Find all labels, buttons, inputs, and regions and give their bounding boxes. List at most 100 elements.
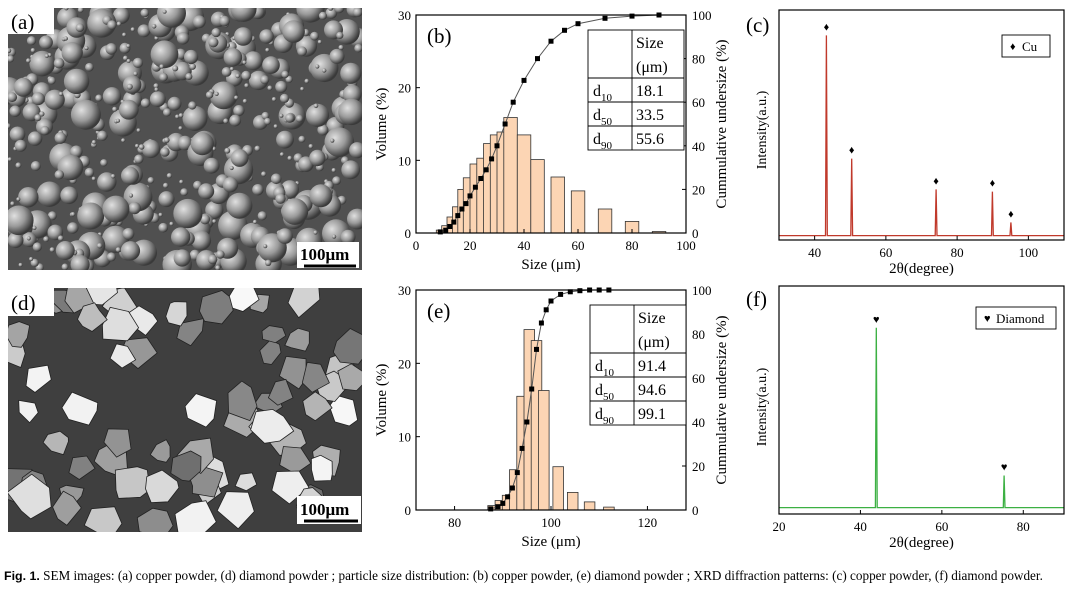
peak-marker: ♥: [1001, 461, 1008, 473]
table-row-value: 94.6: [638, 382, 666, 399]
legend-label: Diamond: [996, 311, 1045, 326]
cumulative-point: [495, 504, 501, 510]
peak-marker: ♦: [1008, 208, 1014, 220]
cumulative-point: [521, 77, 527, 83]
cumulative-point: [602, 15, 608, 21]
cumulative-point: [510, 99, 516, 105]
cumulative-point: [463, 201, 469, 207]
table-row-value: 99.1: [638, 406, 666, 423]
figure-number: Fig. 1.: [4, 569, 40, 583]
histogram-bar: [566, 491, 579, 511]
cumulative-point: [567, 289, 573, 295]
y2-tick-label: 60: [692, 371, 705, 386]
y-tick-label: 0: [405, 503, 412, 518]
cumulative-point: [524, 419, 530, 425]
table-header: Size: [636, 35, 664, 52]
x-axis-label: Size (μm): [521, 534, 580, 550]
table-row-value: 33.5: [636, 107, 664, 124]
cumulative-point: [472, 184, 478, 190]
histogram-bar: [503, 117, 518, 234]
y2-tick-label: 60: [692, 95, 705, 110]
table-row-value: 91.4: [638, 358, 666, 375]
table-row-value: 18.1: [636, 83, 664, 100]
cumulative-point: [467, 193, 473, 199]
cumulative-point: [500, 500, 506, 506]
peak-marker: ♦: [849, 145, 855, 157]
x-tick-label: 60: [879, 245, 892, 260]
cumulative-point: [577, 288, 583, 294]
plot-frame: [778, 9, 1065, 241]
x-tick-label: 40: [518, 238, 531, 253]
xrd-chart-diamond: (f) ♥ ♥ 20 40 60 80 2θ(degree) Intensity(a.u.) ♥…: [746, 285, 1065, 550]
scale-bar-label-d: 100μm: [300, 500, 349, 519]
panel-label-a: (a): [11, 10, 34, 34]
x-tick-label: 120: [638, 515, 658, 530]
x-tick-label: 20: [464, 238, 477, 253]
y2-tick-label: 40: [692, 139, 705, 154]
y2-tick-label: 40: [692, 415, 705, 430]
legend-marker: ♦: [1010, 41, 1016, 53]
y-tick-label: 30: [398, 8, 411, 23]
cumulative-point: [538, 320, 544, 326]
cumulative-point: [514, 470, 520, 476]
y2-tick-label: 100: [692, 8, 712, 23]
x-axis-label: 2θ(degree): [889, 261, 954, 277]
size-table: Size (μm) d10 91.4 d50 94.6 d90 99.1: [589, 304, 687, 427]
table-header-unit: (μm): [636, 59, 668, 76]
y-tick-label: 20: [398, 81, 411, 96]
panel-label-b: (b): [427, 24, 452, 48]
y-tick-label: 0: [405, 226, 412, 241]
y2-tick-label: 100: [692, 283, 712, 298]
x-tick-label: 20: [773, 519, 786, 534]
panel-label-e: (e): [427, 299, 450, 323]
y-tick-label: 30: [398, 283, 411, 298]
caption-text: SEM images: (a) copper powder, (d) diamo…: [39, 568, 1043, 583]
x-tick-label: 80: [1017, 519, 1030, 534]
cumulative-point: [529, 386, 535, 392]
panel-label-d: (d): [11, 291, 36, 315]
y2-tick-label: 80: [692, 52, 705, 67]
cumulative-point: [562, 27, 567, 33]
cumulative-point: [494, 143, 500, 149]
y-axis-label: Intensity(a.u.): [755, 90, 770, 169]
x-tick-label: 40: [854, 519, 867, 534]
table-row-label: d50: [593, 107, 613, 128]
cumulative-point: [548, 38, 554, 44]
histogram-bar: [570, 190, 586, 234]
y2-tick-label: 80: [692, 327, 705, 342]
cumulative-point: [519, 445, 525, 451]
x-tick-label: 80: [951, 245, 964, 260]
plot-frame: [415, 14, 687, 234]
cumulative-point: [502, 121, 508, 127]
cumulative-point: [505, 494, 511, 500]
histogram-bar: [583, 501, 596, 511]
cumulative-point: [558, 291, 564, 297]
cumulative-point: [478, 176, 484, 181]
cumulative-point: [509, 485, 515, 491]
cumulative-point: [548, 298, 554, 304]
sem-image-copper: (a) 100μm: [8, 8, 362, 270]
y2-tick-label: 20: [692, 459, 705, 474]
x-tick-label: 100: [676, 238, 696, 253]
y-tick-label: 10: [398, 153, 411, 168]
legend: ♥ Diamond: [975, 306, 1057, 330]
table-row-label: d10: [593, 83, 613, 104]
legend-label: Cu: [1022, 39, 1038, 54]
x-tick-label: 80: [626, 238, 639, 253]
cumulative-point: [483, 167, 489, 173]
x-axis-label: Size (μm): [521, 257, 580, 273]
cumulative-point: [455, 213, 461, 219]
plot-frame: [778, 285, 1065, 515]
peak-marker: ♦: [990, 178, 996, 190]
x-tick-label: 60: [935, 519, 948, 534]
xrd-chart-copper: (c) ♦ ♦ ♦ ♦ ♦ 40 60 80 100 2θ(degree) Intensity(a.…: [746, 9, 1065, 277]
table-header-unit: (μm): [638, 334, 670, 351]
x-tick-label: 60: [572, 238, 585, 253]
cumulative-point: [437, 229, 443, 235]
y2-tick-label: 20: [692, 182, 705, 197]
y-tick-label: 10: [398, 430, 411, 445]
y2-tick-label: 0: [692, 226, 699, 241]
table-row-label: d50: [595, 382, 615, 403]
histogram-bar: [597, 208, 613, 234]
